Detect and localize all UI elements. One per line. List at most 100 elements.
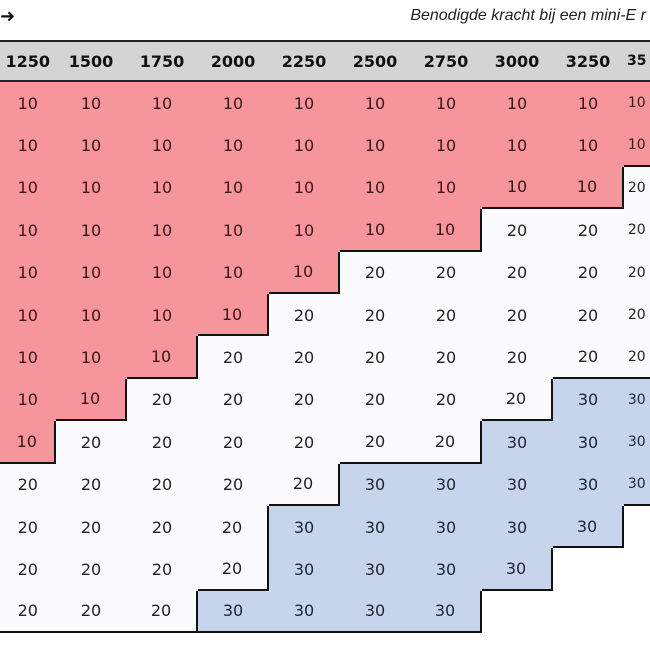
table-cell: 10 bbox=[126, 82, 198, 125]
table-cell: 20 bbox=[623, 251, 650, 294]
column-header: 2250 bbox=[268, 40, 340, 82]
table-cell: 20 bbox=[0, 506, 56, 549]
table-cell: 10 bbox=[339, 82, 411, 125]
table-cell: 20 bbox=[126, 548, 198, 591]
table-cell: 20 bbox=[0, 590, 56, 634]
table-cell: 30 bbox=[552, 463, 624, 506]
table-cell: 20 bbox=[410, 378, 482, 422]
table-cell: 10 bbox=[552, 124, 624, 167]
table-cell: 10 bbox=[126, 209, 198, 252]
table-cell: 10 bbox=[126, 251, 198, 294]
table-cell: 30 bbox=[481, 421, 553, 464]
table-cell: 20 bbox=[481, 294, 553, 337]
table-cell: 30 bbox=[410, 548, 482, 591]
table-cell: 10 bbox=[0, 421, 56, 464]
table-cell: 10 bbox=[0, 378, 56, 422]
table-cell: 10 bbox=[268, 82, 340, 125]
table-cell: 20 bbox=[0, 548, 56, 591]
table-cell: 10 bbox=[481, 124, 553, 167]
column-header: 35 bbox=[623, 40, 650, 82]
table-cell: 30 bbox=[481, 506, 553, 549]
table-cell: 20 bbox=[55, 548, 127, 591]
table-cell: 20 bbox=[55, 463, 127, 506]
table-cell: 30 bbox=[623, 421, 650, 464]
table-cell: 30 bbox=[481, 548, 553, 591]
table-cell: 10 bbox=[268, 251, 340, 294]
table-cell: 20 bbox=[197, 548, 269, 591]
table-cell: 20 bbox=[623, 294, 650, 337]
table-cell: 20 bbox=[481, 378, 553, 422]
empty-cell bbox=[623, 506, 650, 549]
table-cell: 20 bbox=[623, 166, 650, 210]
table-cell: 30 bbox=[410, 506, 482, 549]
table-cell: 10 bbox=[55, 378, 127, 422]
table-cell: 10 bbox=[126, 294, 198, 337]
table-cell: 30 bbox=[197, 590, 269, 634]
table-title: Benodigde kracht bij een mini-E r bbox=[410, 7, 646, 24]
table-cell: 20 bbox=[268, 336, 340, 379]
table-cell: 20 bbox=[481, 336, 553, 379]
table-cell: 20 bbox=[55, 590, 127, 634]
table-cell: 10 bbox=[268, 124, 340, 167]
table-cell: 10 bbox=[197, 82, 269, 125]
table-cell: 20 bbox=[552, 294, 624, 337]
table-cell: 20 bbox=[481, 251, 553, 294]
table-cell: 10 bbox=[55, 209, 127, 252]
column-header: 1500 bbox=[55, 40, 127, 82]
table-cell: 20 bbox=[623, 209, 650, 252]
table-cell: 10 bbox=[55, 82, 127, 125]
table-cell: 30 bbox=[410, 463, 482, 506]
table-cell: 30 bbox=[552, 506, 624, 549]
table-cell: 10 bbox=[410, 209, 482, 252]
table-cell: 10 bbox=[55, 166, 127, 210]
table-cell: 20 bbox=[339, 421, 411, 464]
table-cell: 20 bbox=[126, 421, 198, 464]
table-cell: 30 bbox=[552, 378, 624, 422]
table-cell: 10 bbox=[268, 209, 340, 252]
empty-cell bbox=[623, 590, 650, 634]
table-cell: 10 bbox=[268, 166, 340, 210]
table-cell: 20 bbox=[126, 463, 198, 506]
empty-cell bbox=[552, 548, 624, 591]
table-cell: 10 bbox=[0, 209, 56, 252]
table-cell: 10 bbox=[623, 124, 650, 167]
table-cell: 20 bbox=[0, 463, 56, 506]
table-cell: 30 bbox=[339, 463, 411, 506]
table-cell: 10 bbox=[126, 166, 198, 210]
table-cell: 30 bbox=[339, 548, 411, 591]
table-cell: 20 bbox=[268, 378, 340, 422]
column-header: 3000 bbox=[481, 40, 553, 82]
table-cell: 10 bbox=[0, 294, 56, 337]
table-cell: 20 bbox=[552, 251, 624, 294]
table-cell: 10 bbox=[55, 336, 127, 379]
table-cell: 30 bbox=[410, 590, 482, 634]
table-cell: 30 bbox=[268, 590, 340, 634]
table-cell: 20 bbox=[268, 463, 340, 506]
table-cell: 10 bbox=[55, 251, 127, 294]
table-cell: 20 bbox=[197, 336, 269, 379]
column-header: 2000 bbox=[197, 40, 269, 82]
empty-cell bbox=[481, 590, 553, 634]
table-cell: 10 bbox=[0, 336, 56, 379]
table-cell: 10 bbox=[410, 166, 482, 210]
table-cell: 10 bbox=[55, 294, 127, 337]
column-header: 3250 bbox=[552, 40, 624, 82]
table-cell: 30 bbox=[268, 506, 340, 549]
table-cell: 10 bbox=[552, 82, 624, 125]
table-cell: 30 bbox=[623, 378, 650, 422]
table-cell: 20 bbox=[552, 336, 624, 379]
table-cell: 10 bbox=[0, 166, 56, 210]
column-header: 2500 bbox=[339, 40, 411, 82]
table-cell: 10 bbox=[339, 124, 411, 167]
table-cell: 10 bbox=[197, 166, 269, 210]
column-header: 2750 bbox=[410, 40, 482, 82]
column-header: 1250 bbox=[0, 40, 56, 82]
table-cell: 10 bbox=[197, 209, 269, 252]
table-cell: 30 bbox=[339, 590, 411, 634]
table-cell: 30 bbox=[339, 506, 411, 549]
table-cell: 30 bbox=[623, 463, 650, 506]
table-cell: 20 bbox=[410, 251, 482, 294]
table-cell: 20 bbox=[339, 294, 411, 337]
empty-cell bbox=[552, 590, 624, 634]
table-cell: 20 bbox=[55, 421, 127, 464]
